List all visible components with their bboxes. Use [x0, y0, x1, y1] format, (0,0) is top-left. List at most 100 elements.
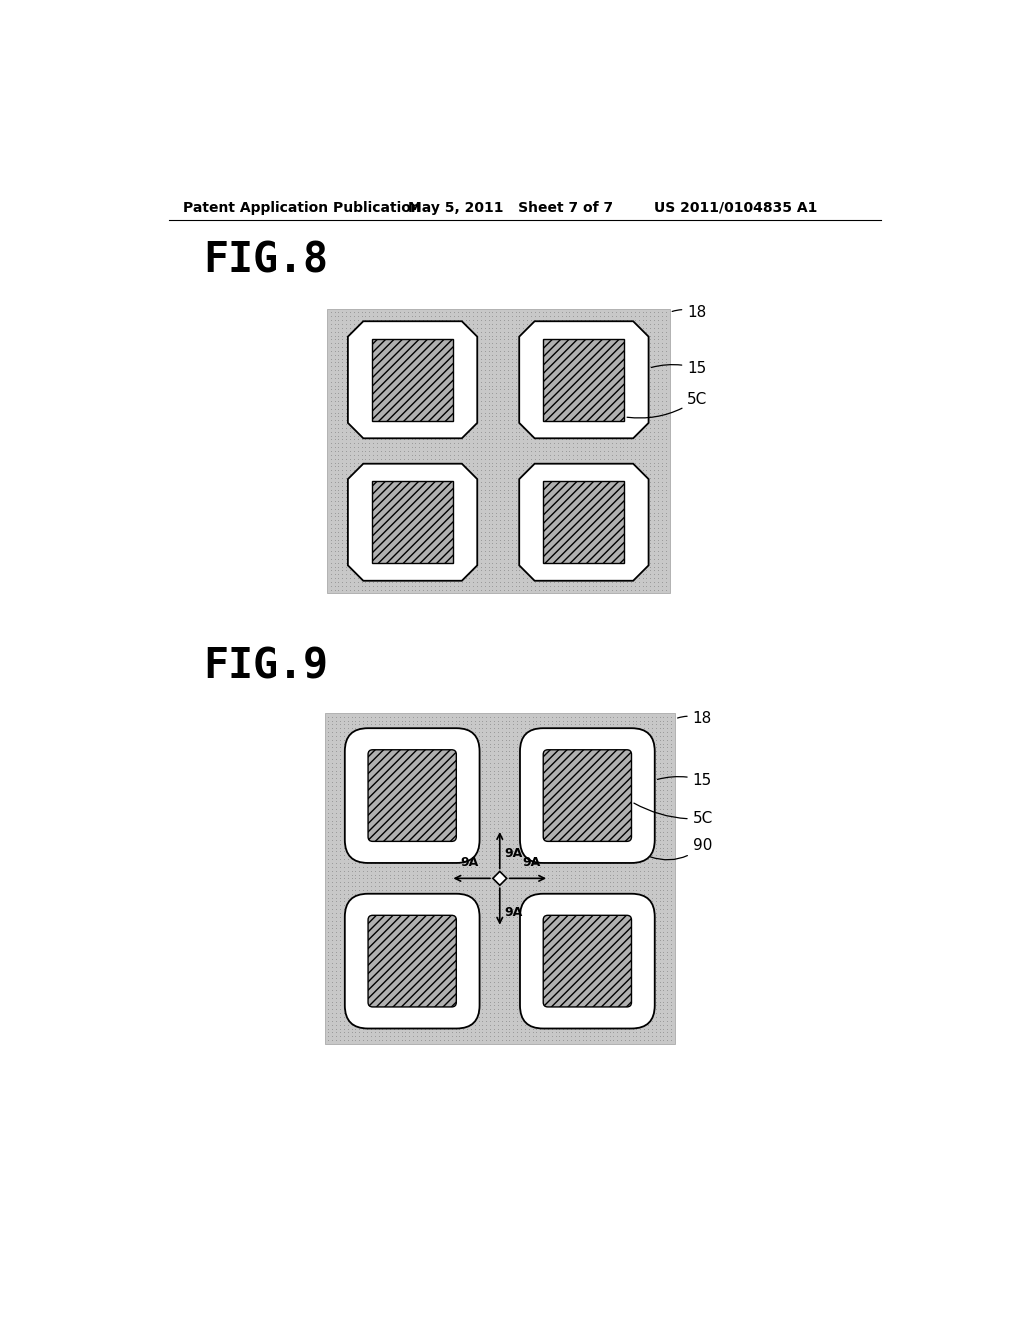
Point	[328, 841, 344, 862]
Point	[484, 537, 501, 558]
Point	[423, 356, 439, 378]
Point	[461, 379, 477, 400]
Point	[399, 433, 416, 454]
Point	[380, 529, 396, 550]
Point	[532, 821, 549, 842]
Point	[625, 871, 641, 892]
Point	[393, 799, 410, 820]
Point	[586, 810, 602, 832]
Point	[582, 760, 598, 781]
Point	[380, 471, 396, 492]
Point	[611, 506, 628, 527]
Point	[452, 999, 468, 1020]
Point	[439, 795, 456, 816]
Point	[332, 791, 348, 812]
Point	[551, 1018, 567, 1039]
Point	[653, 310, 670, 331]
Point	[478, 791, 495, 812]
Point	[367, 899, 383, 920]
Point	[461, 433, 477, 454]
Point	[501, 899, 517, 920]
Point	[581, 367, 597, 388]
Point	[327, 395, 343, 416]
Point	[442, 425, 459, 446]
Point	[325, 733, 341, 754]
Point	[536, 775, 552, 796]
Point	[616, 979, 633, 1001]
Point	[455, 756, 471, 777]
Point	[569, 302, 586, 323]
Point	[523, 467, 540, 488]
Point	[605, 833, 622, 854]
Point	[516, 783, 532, 804]
Point	[459, 845, 475, 866]
Point	[631, 445, 647, 466]
Point	[582, 1026, 598, 1047]
Point	[577, 529, 593, 550]
Point	[540, 706, 556, 727]
Point	[627, 449, 643, 470]
Point	[349, 409, 366, 430]
Point	[357, 405, 374, 426]
Point	[579, 983, 595, 1005]
Point	[455, 960, 471, 981]
Point	[653, 429, 670, 450]
Point	[642, 552, 658, 573]
Point	[415, 317, 431, 338]
Point	[551, 1014, 567, 1035]
Point	[570, 710, 587, 731]
Point	[620, 560, 636, 581]
Point	[559, 975, 575, 997]
Point	[445, 463, 462, 484]
Point	[455, 941, 471, 962]
Point	[588, 337, 604, 358]
Point	[455, 752, 471, 774]
Point	[439, 714, 456, 735]
Point	[331, 337, 347, 358]
Point	[377, 356, 393, 378]
Point	[469, 325, 485, 346]
Point	[336, 722, 352, 743]
Point	[600, 463, 616, 484]
Point	[469, 417, 485, 438]
Point	[362, 764, 379, 785]
Point	[485, 945, 502, 966]
Point	[325, 845, 341, 866]
Point	[415, 541, 431, 562]
Point	[566, 845, 583, 866]
Point	[530, 345, 547, 366]
Point	[408, 352, 424, 374]
Point	[528, 911, 545, 932]
Point	[408, 401, 424, 422]
Point	[362, 960, 379, 981]
Point	[436, 1014, 453, 1035]
Point	[361, 483, 378, 504]
Point	[532, 833, 549, 854]
Point	[332, 964, 348, 985]
Point	[439, 726, 456, 747]
Point	[380, 560, 396, 581]
Point	[663, 837, 679, 858]
Point	[384, 356, 400, 378]
Point	[542, 521, 558, 543]
Point	[349, 356, 366, 378]
Point	[507, 310, 523, 331]
Point	[607, 572, 624, 593]
Point	[347, 718, 364, 739]
Point	[561, 417, 578, 438]
Point	[620, 475, 636, 496]
Point	[650, 401, 667, 422]
Point	[447, 921, 464, 942]
Point	[401, 756, 418, 777]
Point	[620, 449, 636, 470]
Point	[327, 321, 343, 342]
Point	[428, 999, 444, 1020]
Point	[358, 968, 375, 989]
Point	[467, 964, 483, 985]
Point	[596, 548, 612, 569]
Point	[530, 533, 547, 554]
Point	[535, 548, 551, 569]
Point	[646, 345, 663, 366]
Point	[611, 479, 628, 500]
Point	[327, 348, 343, 370]
